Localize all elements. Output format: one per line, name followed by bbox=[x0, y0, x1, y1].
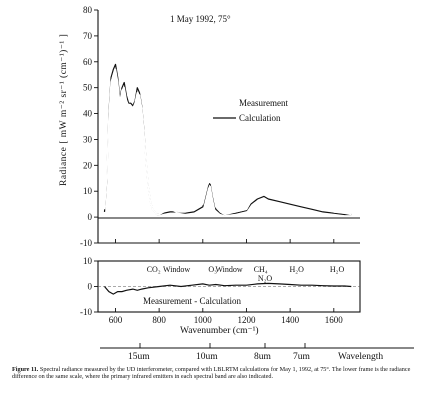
x-tick-label: 1000 bbox=[194, 315, 213, 325]
chart-title: 1 May 1992, 75° bbox=[170, 14, 231, 24]
x-tick-label: 800 bbox=[152, 315, 166, 325]
band-label: Window bbox=[215, 265, 242, 274]
spectral-radiance-chart: 1 May 1992, 75° -10 0 10 20 30 40 50 60 70 80 Mea… bbox=[58, 5, 414, 362]
caption-text: Spectral radiance measured by the UD int… bbox=[12, 366, 411, 381]
x-tick-label: 1600 bbox=[325, 315, 344, 325]
wavelength-label-15um: 15um bbox=[128, 352, 150, 362]
lower-y-tick-label: 10 bbox=[83, 256, 93, 266]
x-axis-ticks: 600 800 1000 1200 1400 1600 bbox=[109, 239, 344, 325]
difference-label: Measurement - Calculation bbox=[143, 296, 241, 306]
band-label: O₃ bbox=[208, 265, 217, 274]
upper-y-tick-label: 60 bbox=[83, 57, 93, 67]
wavelength-label-8um: 8um bbox=[254, 352, 272, 362]
band-label: N₂O bbox=[258, 274, 273, 283]
series-difference-line bbox=[104, 282, 352, 295]
upper-panel: 1 May 1992, 75° -10 0 10 20 30 40 50 60 70 80 Mea… bbox=[58, 5, 360, 248]
lower-series-group bbox=[104, 282, 352, 295]
legend: Measurement Calculation bbox=[213, 98, 288, 123]
band-label: CH₄ bbox=[254, 265, 268, 274]
figure-caption: Figure 11. Spectral radiance measured by… bbox=[12, 366, 416, 381]
x-tick-label: 1400 bbox=[281, 315, 300, 325]
lower-y-tick-label: 0 bbox=[88, 282, 93, 292]
legend-calculation-label: Calculation bbox=[239, 113, 281, 123]
wavelength-label-title: Wavelength bbox=[338, 352, 383, 362]
upper-y-tick-label: 40 bbox=[83, 109, 93, 119]
wavelength-label-10um: 10um bbox=[196, 352, 218, 362]
upper-y-tick-label: 50 bbox=[83, 83, 93, 93]
band-label: H₂O bbox=[290, 265, 305, 274]
wavelength-axis: 15um 10um 8um 7um Wavelength bbox=[100, 343, 414, 362]
y-axis-label: Radiance [ mW m⁻² sr⁻¹ (cm⁻¹)⁻¹ ] bbox=[58, 34, 69, 186]
lower-y-ticks: -10 0 10 bbox=[80, 256, 360, 317]
x-tick-label: 1200 bbox=[237, 315, 256, 325]
band-label: Window bbox=[163, 265, 190, 274]
x-axis-label: Wavenumber (cm⁻¹) bbox=[180, 325, 259, 336]
wavelength-label-7um: 7um bbox=[293, 352, 311, 362]
upper-y-ticks: -10 0 10 20 30 40 50 60 70 80 bbox=[80, 5, 98, 248]
upper-y-tick-label: 20 bbox=[83, 160, 93, 170]
upper-y-tick-label: 0 bbox=[88, 212, 93, 222]
band-label: H₂O bbox=[330, 265, 345, 274]
upper-y-tick-label: -10 bbox=[80, 238, 92, 248]
band-label: CO₂ bbox=[147, 265, 161, 274]
upper-series-group bbox=[103, 63, 352, 216]
upper-y-tick-label: 10 bbox=[83, 186, 93, 196]
upper-y-tick-label: 70 bbox=[83, 31, 93, 41]
series-calculation-line bbox=[103, 63, 352, 216]
caption-label: Figure 11. bbox=[12, 366, 39, 373]
x-tick-label: 600 bbox=[109, 315, 123, 325]
upper-y-tick-label: 80 bbox=[83, 5, 93, 15]
legend-measurement-label: Measurement bbox=[239, 98, 288, 108]
upper-y-tick-label: 30 bbox=[83, 134, 93, 144]
series-measurement-line bbox=[103, 68, 352, 216]
lower-y-tick-label: -10 bbox=[80, 307, 92, 317]
